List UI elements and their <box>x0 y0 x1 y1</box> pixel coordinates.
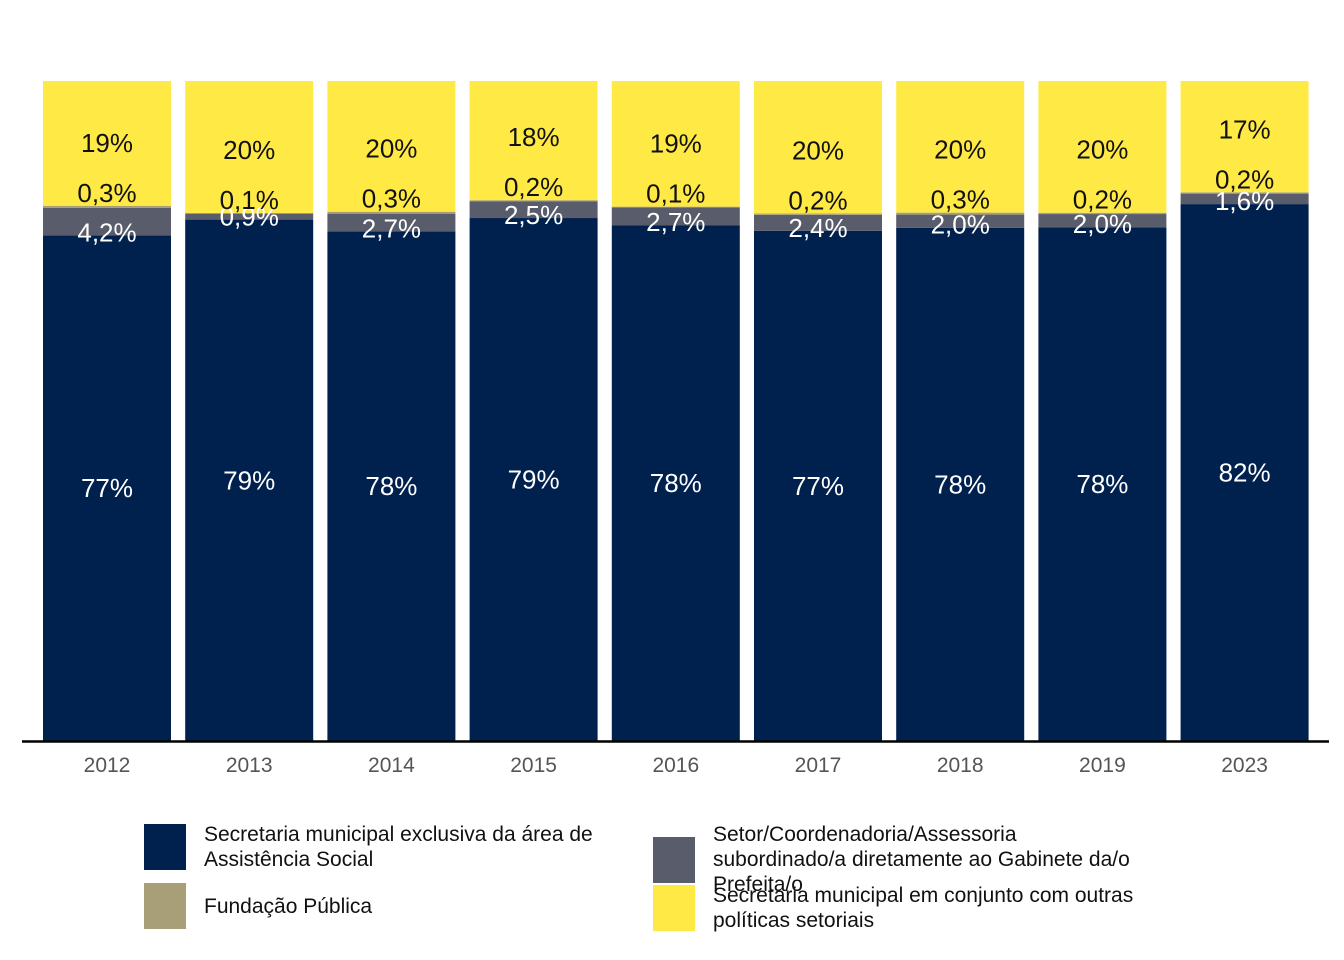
bar-segment-2017-s2 <box>754 213 882 215</box>
data-label-2014-exclusiva: 78% <box>365 471 417 501</box>
bar-segment-2015-s2 <box>469 200 598 202</box>
data-label-2018-fundacao: 0,3% <box>931 185 990 215</box>
data-label-2016-conjunta: 19% <box>650 129 702 159</box>
bar-segment-2016-s1 <box>611 207 740 226</box>
data-label-2015-setor: 2,5% <box>504 200 563 230</box>
data-label-2018-exclusiva: 78% <box>934 469 986 499</box>
bar-segment-2017-s0 <box>754 230 882 741</box>
legend-item-fundacao-publica: Fundação Pública <box>144 883 644 929</box>
x-tick-labels-group: 2012 2013 2014 2015 2016 2017 2018 2019 2023 <box>84 754 1268 777</box>
bar-segment-2023-s1 <box>1180 193 1309 205</box>
data-labels-group: 77%4,2%0,3%19%79%0,9%0,1%20%78%2,7%0,3%2… <box>77 114 1274 503</box>
data-label-2017-fundacao: 0,2% <box>788 186 847 216</box>
data-label-2014-setor: 2,7% <box>362 213 421 243</box>
bar-segment-2023-s2 <box>1180 192 1309 194</box>
data-label-2018-conjunta: 20% <box>934 135 986 165</box>
data-label-2013-exclusiva: 79% <box>223 465 275 495</box>
data-label-2016-setor: 2,7% <box>646 207 705 237</box>
bar-segment-2019-s0 <box>1038 227 1167 741</box>
bar-segment-2017-s3 <box>754 81 882 214</box>
legend-label: Secretaria municipal em conjunto com out… <box>713 884 1134 932</box>
bar-segment-2012-s2 <box>43 205 171 208</box>
legend-swatch <box>144 883 186 929</box>
data-label-2018-setor: 2,0% <box>931 210 990 240</box>
data-label-2012-conjunta: 19% <box>81 128 133 158</box>
data-label-2023-fundacao: 0,2% <box>1215 164 1274 194</box>
bar-segment-2015-s1 <box>469 201 598 219</box>
data-label-2013-setor: 0,9% <box>220 202 279 232</box>
bar-segment-2015-s3 <box>469 81 598 201</box>
bar-segment-2016-s2 <box>611 206 740 208</box>
bar-segment-2016-s0 <box>611 225 740 741</box>
x-tick-label-2023: 2023 <box>1221 754 1268 777</box>
bar-segment-2013-s1 <box>185 213 314 220</box>
data-label-2012-fundacao: 0,3% <box>77 178 136 208</box>
bar-segment-2012-s1 <box>43 207 171 236</box>
x-tick-label-2019: 2019 <box>1079 754 1126 777</box>
legend-label: Fundação Pública <box>204 894 373 918</box>
bars-group <box>43 81 1309 742</box>
data-label-2019-conjunta: 20% <box>1076 135 1128 165</box>
legend-label: Secretaria municipal exclusiva da área d… <box>204 823 593 871</box>
bar-segment-2023-s3 <box>1180 81 1309 193</box>
data-label-2014-fundacao: 0,3% <box>362 184 421 214</box>
data-label-2017-setor: 2,4% <box>788 213 847 243</box>
bar-segment-2019-s2 <box>1038 212 1167 215</box>
x-tick-label-2014: 2014 <box>368 754 415 777</box>
bar-segment-2014-s0 <box>327 231 456 741</box>
data-label-2017-conjunta: 20% <box>792 136 844 166</box>
data-label-2012-setor: 4,2% <box>77 217 136 247</box>
legend: Secretaria municipal exclusiva da área d… <box>144 820 1244 940</box>
bar-segment-2023-s0 <box>1180 204 1309 742</box>
data-label-2023-setor: 1,6% <box>1215 186 1274 216</box>
bar-segment-2019-s3 <box>1038 81 1167 213</box>
bar-segment-2017-s1 <box>754 214 882 231</box>
legend-item-setor-gabinete: Setor/Coordenadoria/Assessoria subordina… <box>653 822 1153 897</box>
legend-label: Setor/Coordenadoria/Assessoria subordina… <box>713 823 1130 896</box>
bar-segment-2013-s2 <box>185 213 314 214</box>
legend-item-secretaria-conjunta: Secretaria municipal em conjunto com out… <box>653 883 1153 933</box>
x-tick-label-2013: 2013 <box>226 754 273 777</box>
data-label-2015-exclusiva: 79% <box>508 465 560 495</box>
bar-segment-2018-s1 <box>896 214 1025 228</box>
data-label-2014-conjunta: 20% <box>365 134 417 164</box>
x-tick-label-2012: 2012 <box>84 754 131 777</box>
bar-segment-2015-s0 <box>469 218 598 741</box>
data-label-2016-fundacao: 0,1% <box>646 179 705 209</box>
x-tick-label-2016: 2016 <box>652 754 699 777</box>
bar-segment-2016-s3 <box>611 81 740 207</box>
data-label-2015-fundacao: 0,2% <box>504 172 563 202</box>
bar-segment-2014-s2 <box>327 211 456 214</box>
x-tick-label-2017: 2017 <box>795 754 842 777</box>
data-label-2023-exclusiva: 82% <box>1219 458 1271 488</box>
bar-segment-2014-s3 <box>327 81 456 212</box>
data-label-2013-conjunta: 20% <box>223 135 275 165</box>
legend-swatch <box>653 836 695 883</box>
bar-segment-2014-s1 <box>327 213 456 232</box>
x-tick-label-2015: 2015 <box>510 754 557 777</box>
data-label-2012-exclusiva: 77% <box>81 473 133 503</box>
x-tick-label-2018: 2018 <box>937 754 984 777</box>
bar-segment-2013-s3 <box>185 81 314 213</box>
data-label-2019-setor: 2,0% <box>1073 209 1132 239</box>
legend-swatch <box>144 824 186 870</box>
data-label-2015-conjunta: 18% <box>508 122 560 152</box>
legend-item-secretaria-exclusiva: Secretaria municipal exclusiva da área d… <box>144 822 644 872</box>
data-label-2023-conjunta: 17% <box>1219 114 1271 144</box>
data-label-2013-fundacao: 0,1% <box>220 185 279 215</box>
data-label-2019-fundacao: 0,2% <box>1073 185 1132 215</box>
bar-segment-2013-s0 <box>185 219 314 742</box>
legend-swatch <box>653 885 695 931</box>
stacked-bar-chart: 77%4,2%0,3%19%79%0,9%0,1%20%78%2,7%0,3%2… <box>22 81 1329 777</box>
data-label-2017-exclusiva: 77% <box>792 471 844 501</box>
bar-segment-2018-s0 <box>896 227 1025 742</box>
bar-segment-2019-s1 <box>1038 214 1167 228</box>
data-label-2019-exclusiva: 78% <box>1076 469 1128 499</box>
bar-segment-2018-s2 <box>896 212 1025 215</box>
bar-segment-2012-s3 <box>43 81 171 206</box>
bar-segment-2018-s3 <box>896 81 1025 213</box>
data-label-2016-exclusiva: 78% <box>650 468 702 498</box>
bar-segment-2012-s0 <box>43 235 171 741</box>
